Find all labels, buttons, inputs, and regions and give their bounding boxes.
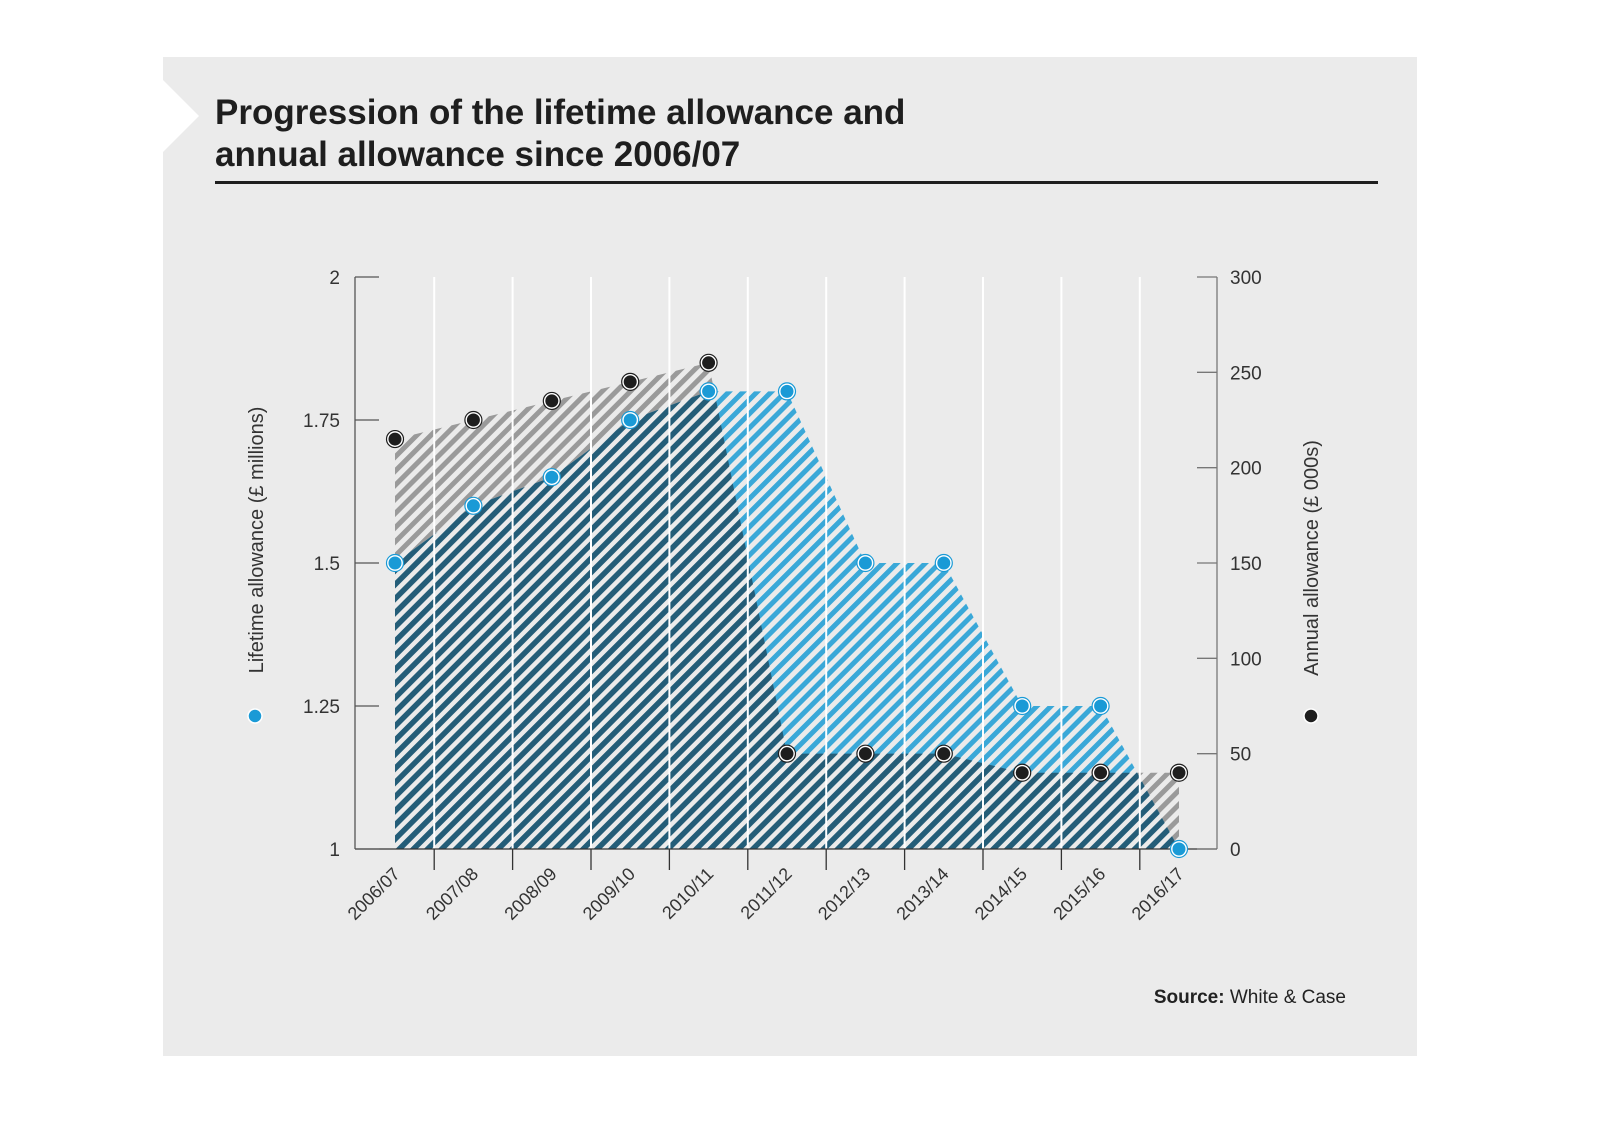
lifetime-point [1172, 842, 1186, 856]
annual-point [702, 356, 716, 370]
right-tick-label: 200 [1230, 459, 1262, 480]
title-rule [215, 181, 1378, 184]
annual-legend-dot-icon [1303, 708, 1319, 724]
right-tick-label: 50 [1230, 745, 1251, 766]
lifetime-legend-dot-icon [247, 708, 263, 724]
annual-point [1094, 766, 1108, 780]
annual-point [937, 747, 951, 761]
chart-title: Progression of the lifetime allowance an… [215, 92, 905, 176]
x-tick-label: 2009/10 [579, 864, 639, 924]
right-tick-label: 0 [1230, 840, 1241, 861]
lifetime-point [858, 556, 872, 570]
lifetime-point [702, 384, 716, 398]
title-line-2: annual allowance since 2006/07 [215, 135, 741, 174]
source-text: White & Case [1229, 987, 1346, 1008]
lifetime-point [937, 556, 951, 570]
lifetime-point [466, 499, 480, 513]
annual-point [1172, 766, 1186, 780]
left-tick-label: 1 [329, 840, 340, 861]
title-line-1: Progression of the lifetime allowance an… [215, 93, 906, 132]
x-tick-label: 2006/07 [344, 864, 404, 924]
right-tick-label: 250 [1230, 363, 1262, 384]
x-tick-label: 2008/09 [500, 864, 560, 924]
lifetime-point [623, 413, 637, 427]
annual-point [623, 375, 637, 389]
annual-point [545, 394, 559, 408]
x-tick-label: 2007/08 [422, 864, 482, 924]
x-tick-label: 2012/13 [814, 864, 874, 924]
lifetime-point [1094, 699, 1108, 713]
left-tick-label: 1.75 [303, 411, 340, 432]
right-tick-label: 300 [1230, 268, 1262, 289]
annual-point [1015, 766, 1029, 780]
lifetime-point [545, 470, 559, 484]
lifetime-point [388, 556, 402, 570]
left-tick-label: 1.5 [314, 554, 340, 575]
annual-point [466, 413, 480, 427]
x-tick-label: 2011/12 [737, 864, 796, 923]
right-axis-title: Annual allowance (£ 000s) [1301, 440, 1323, 676]
x-tick-label: 2010/11 [658, 864, 717, 923]
x-tick-label: 2014/15 [971, 864, 1031, 924]
right-tick-label: 150 [1230, 554, 1262, 575]
panel-notch [163, 80, 199, 152]
left-tick-label: 1.25 [303, 697, 340, 718]
left-tick-label: 2 [329, 268, 340, 289]
lifetime-point [780, 384, 794, 398]
source-label: Source: [1153, 987, 1225, 1008]
x-tick-label: 2015/16 [1049, 864, 1109, 924]
annual-point [858, 747, 872, 761]
annual-point [780, 747, 794, 761]
x-tick-label: 2013/14 [892, 864, 952, 924]
annual-point [388, 432, 402, 446]
right-tick-label: 100 [1230, 649, 1262, 670]
left-axis-title: Lifetime allowance (£ millions) [246, 407, 268, 674]
lifetime-point [1015, 699, 1029, 713]
source-note: Source: White & Case [1154, 987, 1346, 1009]
x-tick-label: 2016/17 [1128, 864, 1188, 924]
